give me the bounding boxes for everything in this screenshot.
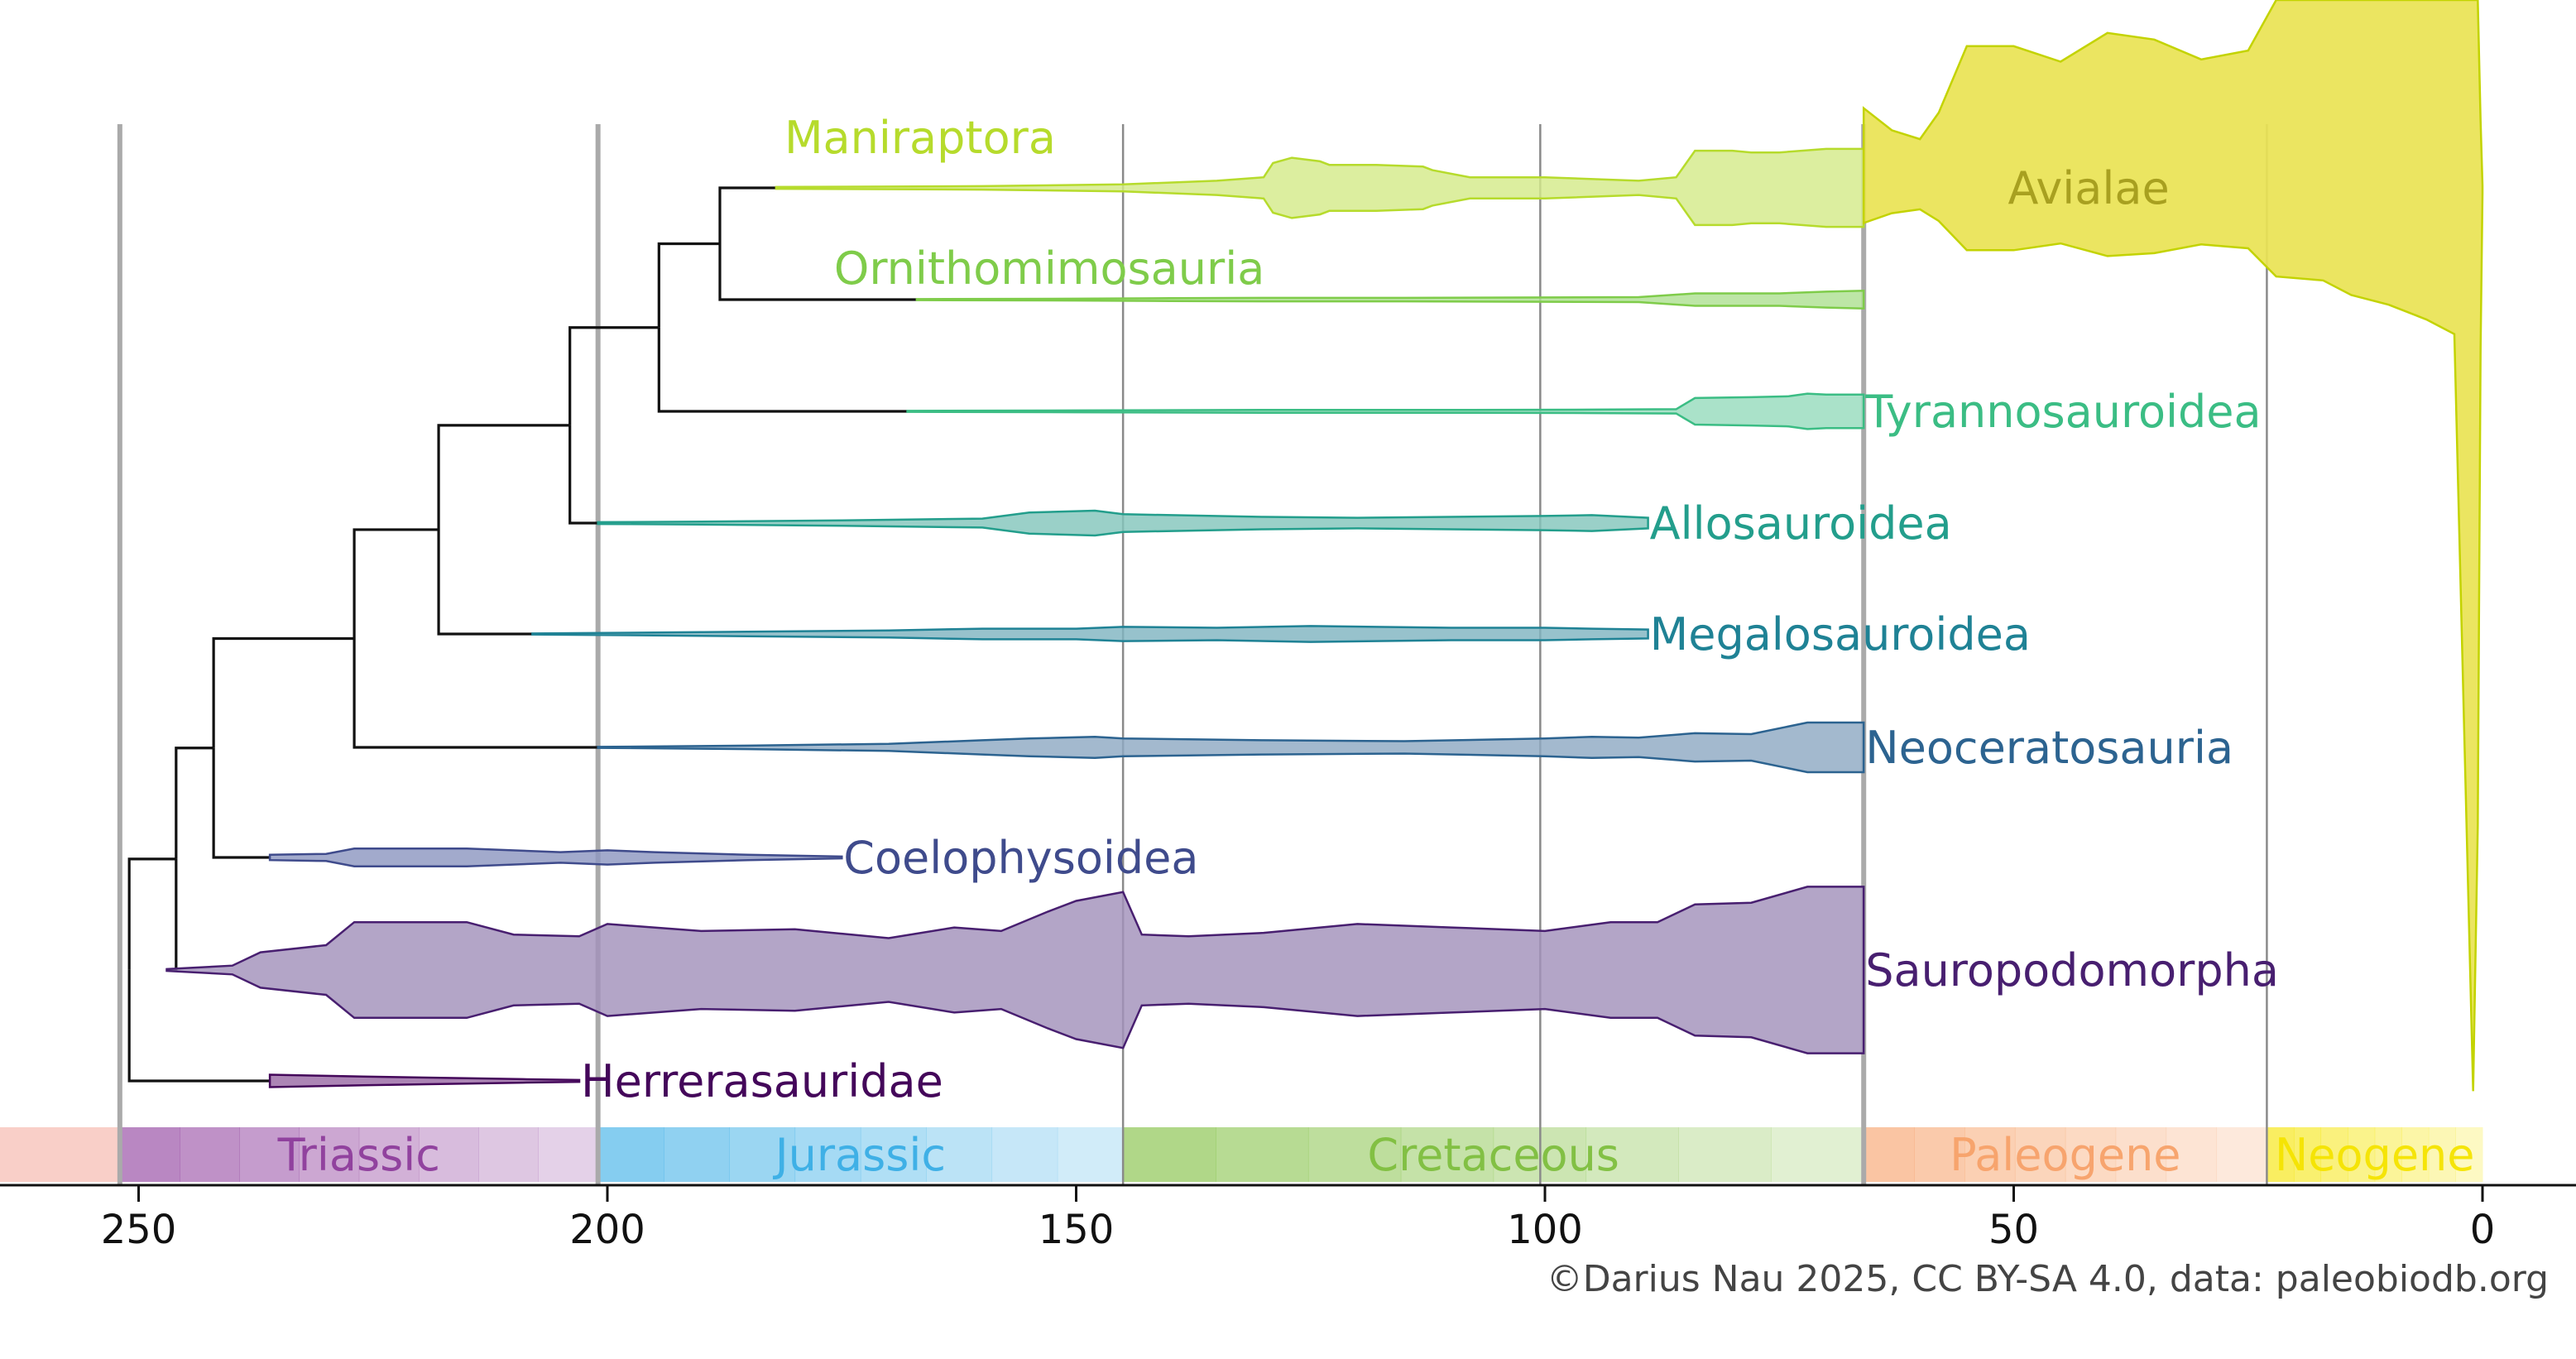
tree-edge <box>568 425 598 525</box>
x-tick-label: 150 <box>1039 1207 1115 1253</box>
x-tick-label: 250 <box>101 1207 177 1253</box>
period-segment <box>358 1127 420 1182</box>
period-label-neogene: Neogene <box>2275 1129 2475 1181</box>
period-segment <box>2065 1127 2117 1182</box>
clade-label-tyrannosauroidea: Tyrannosauroidea <box>1864 386 2261 438</box>
clade-label-neoceratosauria: Neoceratosauria <box>1865 722 2233 774</box>
tree-edge <box>127 857 176 970</box>
period-segment <box>2320 1127 2348 1182</box>
clade-shape-ornithomimosauria <box>915 290 1865 310</box>
clade-shape-allosauroidea <box>597 509 1649 537</box>
credit-text: ©Darius Nau 2025, CC BY-SA 4.0, data: pa… <box>1547 1258 2549 1300</box>
clade-label-sauropodomorpha: Sauropodomorpha <box>1865 944 2279 996</box>
period-segment <box>180 1127 240 1182</box>
tree-edge <box>166 858 178 972</box>
period-segment <box>1864 1127 1915 1182</box>
period-segment <box>2014 1127 2066 1182</box>
clade-shape-megalosauroidea <box>531 625 1649 643</box>
x-tick-label: 100 <box>1507 1207 1583 1253</box>
period-segment <box>2455 1127 2483 1182</box>
period-segment <box>729 1127 796 1182</box>
x-tick-label: 200 <box>569 1207 645 1253</box>
tree-edge <box>718 186 776 244</box>
period-segment <box>119 1127 180 1182</box>
x-axis: 250 200 150 100 50 0 <box>0 1184 2576 1253</box>
period-band: Triassic Jurassic Cretaceous Paleogene Neoge… <box>0 1127 2483 1182</box>
period-jurassic <box>597 1127 1124 1182</box>
clade-label-maniraptora: Maniraptora <box>784 112 1056 164</box>
period-segment <box>2216 1127 2267 1182</box>
period-segment <box>2428 1127 2456 1182</box>
tree-edge <box>437 424 570 530</box>
period-segment <box>1216 1127 1309 1182</box>
period-segment <box>538 1127 599 1182</box>
clade-shape-tyrannosauroidea <box>906 392 1865 430</box>
clade-shape-maniraptora <box>775 147 1865 228</box>
period-segment <box>2348 1127 2376 1182</box>
tree-edge <box>212 747 271 859</box>
clade-shape-coelophysoidea <box>268 848 843 867</box>
period-triassic <box>119 1127 599 1182</box>
tree-edge <box>657 327 908 413</box>
clade-shape-neoceratosauria <box>597 721 1865 774</box>
x-tick-label: 0 <box>2470 1207 2496 1253</box>
period-segment <box>1678 1127 1772 1182</box>
period-segment <box>2166 1127 2218 1182</box>
period-segment <box>1585 1127 1679 1182</box>
tree-edge <box>568 326 660 425</box>
period-segment <box>478 1127 539 1182</box>
clade-label-avialae: Avialae <box>2008 162 2170 214</box>
period-segment <box>418 1127 479 1182</box>
clade-shape-avialae <box>1862 0 2484 1092</box>
tree-edge <box>353 638 598 749</box>
clade-shape-sauropodomorpha <box>165 886 1865 1054</box>
tree-edge <box>175 747 214 859</box>
x-tick-label: 50 <box>1988 1207 2039 1253</box>
period-segment <box>663 1127 730 1182</box>
clade-shape-herrerasauridae <box>268 1073 581 1088</box>
period-segment <box>1307 1127 1402 1182</box>
tree-edge <box>353 528 439 639</box>
period-label-paleogene: Paleogene <box>1950 1129 2180 1181</box>
period-segment <box>860 1127 927 1182</box>
period-paleogene <box>1864 1127 2267 1182</box>
period-segment <box>991 1127 1058 1182</box>
period-segment <box>926 1127 993 1182</box>
period-label-cretaceous: Cretaceous <box>1367 1129 1619 1181</box>
period-neogene <box>2267 1127 2483 1182</box>
period-segment <box>1057 1127 1124 1182</box>
clade-label-ornithomimosauria: Ornithomimosauria <box>834 243 1264 295</box>
clade-labels: Herrerasauridae Sauropodomorpha Coelophyso… <box>581 112 2279 1107</box>
clade-label-coelophysoidea: Coelophysoidea <box>843 832 1198 884</box>
period-segment <box>2293 1127 2322 1182</box>
period-segment <box>1771 1127 1864 1182</box>
period-segment <box>2267 1127 2295 1182</box>
tree-edge <box>657 242 720 328</box>
clade-label-megalosauroidea: Megalosauroidea <box>1650 608 2031 660</box>
period-segment <box>794 1127 861 1182</box>
period-segment <box>1400 1127 1494 1182</box>
period-segment <box>2115 1127 2167 1182</box>
clade-diversity-shapes <box>165 0 2484 1092</box>
period-segment <box>597 1127 664 1182</box>
tree-edge <box>437 529 533 636</box>
period-segment <box>2374 1127 2402 1182</box>
period-segment <box>2401 1127 2430 1182</box>
period-pre-triassic <box>0 1127 120 1182</box>
period-segment <box>239 1127 300 1182</box>
tree-edge <box>212 636 355 748</box>
period-segment <box>1123 1127 1216 1182</box>
clade-label-allosauroidea: Allosauroidea <box>1650 497 1952 550</box>
tree-edge <box>127 969 271 1083</box>
clade-label-herrerasauridae: Herrerasauridae <box>581 1055 943 1107</box>
period-label-jurassic: Jurassic <box>773 1129 946 1181</box>
period-segment <box>1914 1127 1965 1182</box>
phylogenetic-tree <box>127 186 917 1083</box>
period-segment <box>1964 1127 2016 1182</box>
tree-edge <box>718 243 917 301</box>
period-label-triassic: Triassic <box>277 1129 440 1181</box>
period-segment <box>299 1127 360 1182</box>
